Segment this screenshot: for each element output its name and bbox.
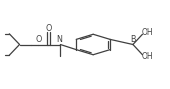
Text: N: N	[57, 35, 62, 44]
Text: O: O	[45, 24, 52, 33]
Text: OH: OH	[142, 28, 154, 37]
Text: B: B	[130, 35, 136, 44]
Text: O: O	[35, 35, 41, 44]
Text: OH: OH	[142, 52, 154, 61]
